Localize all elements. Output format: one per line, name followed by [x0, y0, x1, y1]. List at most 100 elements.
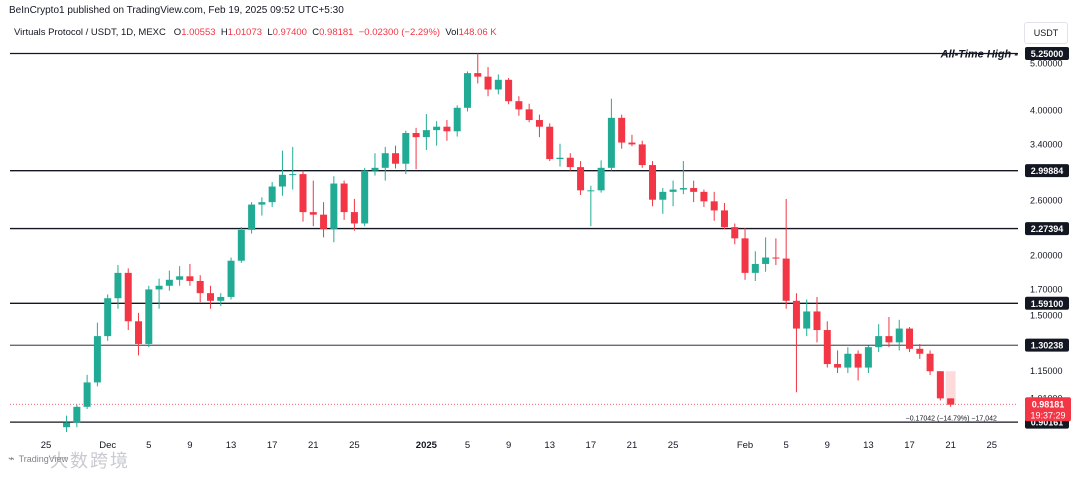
candle-body — [443, 126, 451, 132]
tradingview-logo-icon: ⌁ — [8, 453, 15, 465]
measure-box — [945, 371, 956, 405]
change-value: −0.02300 (−2.29%) — [358, 27, 441, 38]
x-tick-label: 9 — [825, 440, 830, 451]
level-tag-label: 0.90161 — [1031, 418, 1064, 428]
candle-body — [484, 76, 492, 90]
candle-body — [885, 336, 893, 343]
open-value: 1.00553 — [181, 27, 216, 38]
candle-body — [63, 422, 71, 428]
candle-body — [165, 279, 173, 286]
x-tick-label: 2025 — [416, 440, 438, 451]
candle-body — [597, 167, 605, 191]
candle-body — [751, 263, 759, 273]
x-tick-label: 21 — [945, 440, 956, 451]
candle-body — [248, 204, 256, 230]
open-label: O — [173, 27, 182, 38]
level-tag-label: 1.59100 — [1031, 299, 1064, 309]
candle-body — [936, 371, 944, 399]
candle-body — [381, 153, 389, 168]
candle-body — [618, 117, 626, 143]
candle-body — [196, 280, 204, 294]
candle-body — [258, 202, 266, 205]
candle-body — [710, 201, 718, 211]
level-tag — [1025, 296, 1069, 310]
candle-body — [309, 212, 317, 215]
candle-body — [155, 285, 163, 290]
candle-body — [124, 272, 132, 322]
candle-body — [587, 190, 595, 192]
x-tick-label: Feb — [737, 440, 753, 451]
level-tag-label: 1.30238 — [1031, 341, 1064, 351]
candle-body — [659, 191, 667, 200]
candle-body — [494, 79, 502, 90]
y-tick-label: 1.15000 — [1030, 366, 1063, 376]
candle-body — [669, 189, 677, 192]
candle-body — [813, 311, 821, 331]
candle-body — [145, 289, 153, 344]
y-tick-label: 3.40000 — [1030, 139, 1063, 149]
x-tick-label: 21 — [308, 440, 319, 451]
candle-body — [823, 330, 831, 365]
candle-body — [834, 364, 842, 368]
currency-button[interactable]: USDT — [1024, 22, 1068, 44]
candle-body — [762, 257, 770, 264]
candle-body — [916, 348, 924, 354]
candle-body — [731, 227, 739, 239]
candle-body — [803, 311, 811, 329]
candle-body — [720, 210, 728, 228]
x-tick-label: 9 — [187, 440, 192, 451]
candle-body — [412, 133, 420, 138]
x-tick-label: 5 — [784, 440, 789, 451]
high-label: H — [220, 27, 228, 38]
low-label: L — [267, 27, 273, 38]
y-tick-label: 1.50000 — [1030, 311, 1063, 321]
x-tick-label: 21 — [627, 440, 638, 451]
current-price-tag — [1025, 397, 1071, 422]
cn-watermark: 大数跨境 — [50, 451, 130, 471]
tradingview-watermark: ⌁ TradingView — [8, 452, 68, 465]
x-tick-label: 5 — [465, 440, 470, 451]
candle-body — [176, 276, 184, 280]
candle-body — [104, 298, 112, 337]
candle-body — [690, 188, 698, 192]
x-tick-label: 5 — [146, 440, 151, 451]
x-tick-label: 13 — [863, 440, 874, 451]
x-tick-label: 25 — [41, 440, 52, 451]
candle-body — [505, 79, 513, 102]
symbol-name: Virtuals Protocol / USDT, 1D, MEXC — [14, 27, 166, 38]
candle-body — [340, 183, 348, 213]
candle-body — [114, 272, 122, 299]
candle-body — [392, 153, 400, 164]
symbol-legend: Virtuals Protocol / USDT, 1D, MEXC O1.00… — [14, 27, 497, 38]
candle-body — [93, 336, 101, 383]
candle-body — [227, 260, 235, 297]
level-tag — [1025, 47, 1069, 61]
candle-body — [422, 130, 430, 138]
measure-label: −0.17042 (−14.79%) −17,042 — [906, 416, 997, 423]
candle-body — [289, 174, 297, 176]
close-label: C — [312, 27, 320, 38]
candle-body — [679, 188, 687, 190]
x-tick-label: 25 — [349, 440, 360, 451]
level-tag — [1025, 164, 1069, 178]
candle-body — [792, 300, 800, 329]
level-tag-label: 2.99884 — [1031, 166, 1064, 176]
y-tick-label: 2.60000 — [1030, 196, 1063, 206]
low-value: 0.97400 — [272, 27, 307, 38]
candle-body — [433, 126, 441, 131]
level-tag — [1025, 338, 1069, 352]
x-tick-label: 17 — [267, 440, 278, 451]
x-tick-label: 25 — [668, 440, 679, 451]
candle-body — [566, 157, 574, 168]
candle-body — [217, 296, 225, 301]
candle-body — [649, 165, 657, 200]
current-price-label: 0.98181 — [1032, 399, 1065, 409]
candle-body — [741, 238, 749, 273]
x-tick-label: 25 — [986, 440, 997, 451]
candle-body — [320, 214, 328, 229]
y-tick-label: 1.70000 — [1030, 284, 1063, 294]
candle-body — [638, 144, 646, 166]
candle-body — [206, 293, 214, 301]
watermark-brand: TradingView — [18, 453, 69, 464]
